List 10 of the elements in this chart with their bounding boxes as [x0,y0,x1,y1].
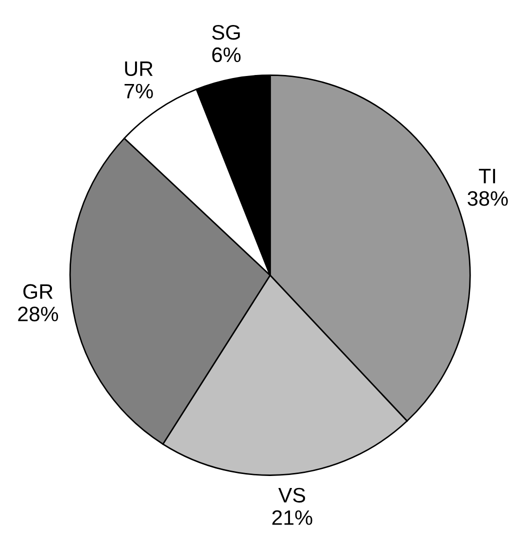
slice-label: GR [23,284,53,299]
data-label: 38% [468,191,508,206]
slice-label: VS [278,488,306,503]
data-label: 28% [18,306,58,322]
slice-label: SG [212,24,240,40]
slice-label: UR [125,62,153,76]
data-label: 7% [124,84,153,98]
slice-label: TI [478,168,496,184]
data-label: 21% [272,510,312,525]
data-label: 6% [212,47,241,62]
